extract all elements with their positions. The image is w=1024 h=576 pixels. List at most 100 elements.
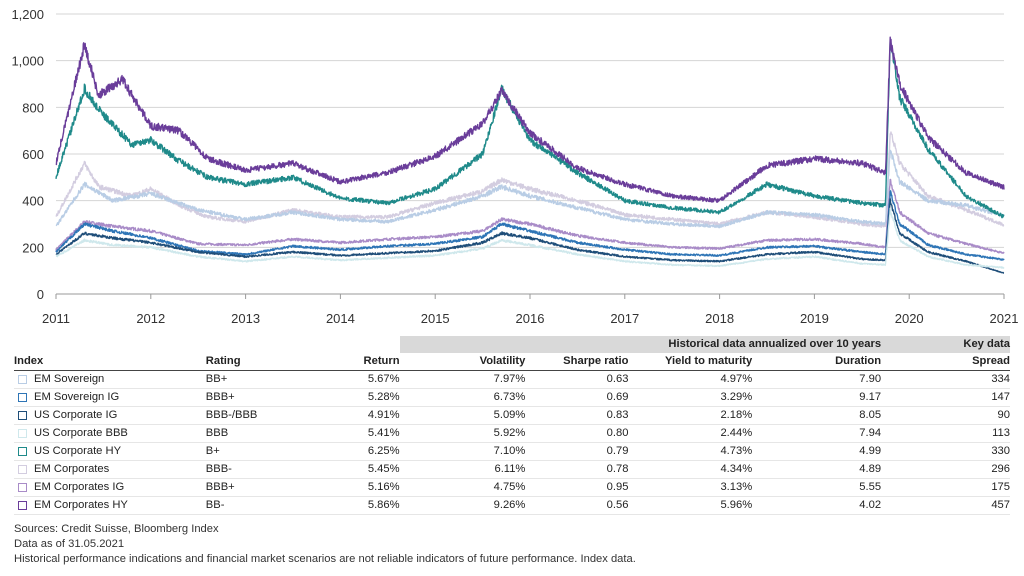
sharpe-ratio-cell: 0.95 [525, 478, 629, 497]
volatility-cell: 6.11% [399, 460, 526, 479]
y-axis: 0 200 400 600 800 1,000 1,200 [11, 7, 44, 302]
x-tick-label: 2011 [42, 311, 70, 326]
x-tick-label: 2016 [516, 311, 545, 326]
yield-to-maturity-cell: 4.97% [628, 370, 753, 389]
yield-to-maturity-cell: 3.13% [628, 478, 753, 497]
table-row: US Corporate BBB BBB 5.41% 5.92% 0.80 2.44% 7.… [14, 424, 1010, 443]
table-row: EM Sovereign BB+ 5.67% 7.97% 0.63 4.97% 7.90 33… [14, 370, 1010, 389]
legend-swatch [18, 393, 27, 402]
disclaimer-note: Historical performance indications and f… [14, 553, 636, 565]
spread-cell: 147 [881, 388, 1010, 407]
table-row: EM Corporates BBB- 5.45% 6.11% 0.78 4.34% 4.89… [14, 460, 1010, 479]
series-line [55, 198, 1005, 274]
yield-to-maturity-cell: 2.44% [628, 424, 753, 443]
sharpe-ratio-cell: 0.78 [525, 460, 629, 479]
y-tick-label: 600 [22, 147, 44, 162]
index-cell: US Corporate HY [14, 442, 206, 461]
table-body: EM Sovereign BB+ 5.67% 7.97% 0.63 4.97% 7.90 33… [14, 370, 1010, 515]
index-data-table: Historical data annualized over 10 years… [14, 336, 1010, 515]
spread-line-chart: 0 200 400 600 800 1,000 1,200 2011 2012 2013 2014… [11, 7, 1018, 326]
legend-swatch [18, 375, 27, 384]
series-line [55, 131, 1005, 228]
key-data-header: Key data [881, 336, 1010, 353]
group-header: Historical data annualized over 10 years [399, 336, 882, 353]
spread-cell: 334 [881, 370, 1010, 389]
return-cell: 5.41% [319, 424, 400, 443]
rating-cell: BBB [205, 424, 320, 443]
index-name: EM Corporates [34, 463, 110, 475]
index-name: EM Corporates IG [34, 481, 125, 493]
return-cell: 4.91% [319, 406, 400, 425]
table-row: US Corporate IG BBB-/BBB 4.91% 5.09% 0.83 2.1… [14, 406, 1010, 425]
yield-to-maturity-cell: 3.29% [628, 388, 753, 407]
index-name: US Corporate HY [34, 445, 122, 457]
legend-swatch [18, 447, 27, 456]
return-cell: 5.67% [319, 370, 400, 389]
x-axis: 2011 2012 2013 2014 2015 2016 2017 2018 2019 2020… [42, 294, 1018, 326]
spread-cell: 457 [881, 496, 1010, 515]
y-tick-label: 1,200 [11, 7, 44, 22]
duration-cell: 7.94 [752, 424, 882, 443]
return-cell: 5.86% [319, 496, 400, 515]
series-line [55, 40, 1005, 219]
series-line [55, 149, 1005, 229]
duration-cell: 5.55 [752, 478, 882, 497]
col-header-index: Index [14, 353, 206, 371]
x-tick-label: 2020 [895, 311, 924, 326]
col-header-duration: Duration [752, 353, 882, 371]
series-line [55, 36, 1005, 203]
index-name: EM Corporates HY [34, 499, 128, 511]
index-cell: EM Corporates HY [14, 496, 206, 515]
y-tick-label: 200 [22, 240, 44, 255]
sharpe-ratio-cell: 0.83 [525, 406, 629, 425]
col-header-yield-to-maturity: Yield to maturity [628, 353, 753, 371]
yield-to-maturity-cell: 4.34% [628, 460, 753, 479]
yield-to-maturity-cell: 2.18% [628, 406, 753, 425]
spread-cell: 90 [881, 406, 1010, 425]
series-line [55, 207, 1005, 269]
index-cell: EM Sovereign [14, 370, 206, 389]
yield-to-maturity-cell: 4.73% [628, 442, 753, 461]
x-tick-label: 2021 [990, 311, 1019, 326]
return-cell: 5.16% [319, 478, 400, 497]
duration-cell: 7.90 [752, 370, 882, 389]
y-tick-label: 400 [22, 194, 44, 209]
index-name: EM Sovereign [34, 373, 105, 385]
volatility-cell: 5.09% [399, 406, 526, 425]
rating-cell: BB- [205, 496, 320, 515]
data-date-note: Data as of 31.05.2021 [14, 538, 125, 550]
spread-cell: 113 [881, 424, 1010, 443]
y-tick-label: 800 [22, 100, 44, 115]
duration-cell: 4.99 [752, 442, 882, 461]
sharpe-ratio-cell: 0.79 [525, 442, 629, 461]
legend-swatch [18, 501, 27, 510]
x-tick-label: 2017 [610, 311, 639, 326]
table-group-header-row: Historical data annualized over 10 years… [14, 336, 1010, 353]
table-row: EM Corporates IG BBB+ 5.16% 4.75% 0.95 3.13% 5… [14, 478, 1010, 497]
col-header-rating: Rating [205, 353, 320, 371]
y-tick-label: 1,000 [11, 54, 44, 69]
sources-note: Sources: Credit Suisse, Bloomberg Index [14, 523, 219, 535]
x-tick-label: 2012 [136, 311, 165, 326]
rating-cell: BBB+ [205, 388, 320, 407]
legend-swatch [18, 483, 27, 492]
footer-notes: Sources: Credit Suisse, Bloomberg Index … [14, 522, 636, 567]
legend-swatch [18, 411, 27, 420]
index-cell: EM Corporates [14, 460, 206, 479]
duration-cell: 4.89 [752, 460, 882, 479]
table-row: EM Sovereign IG BBB+ 5.28% 6.73% 0.69 3.29% 9.… [14, 388, 1010, 407]
return-cell: 6.25% [319, 442, 400, 461]
duration-cell: 9.17 [752, 388, 882, 407]
x-tick-label: 2014 [326, 311, 355, 326]
sharpe-ratio-cell: 0.56 [525, 496, 629, 515]
index-name: US Corporate IG [34, 409, 118, 421]
sharpe-ratio-cell: 0.63 [525, 370, 629, 389]
index-name: EM Sovereign IG [34, 391, 120, 403]
sharpe-ratio-cell: 0.69 [525, 388, 629, 407]
legend-swatch [18, 465, 27, 474]
rating-cell: BB+ [205, 370, 320, 389]
table-column-header-row: Index Rating Return Volatility Sharpe ra… [14, 353, 1010, 371]
col-header-volatility: Volatility [399, 353, 526, 371]
volatility-cell: 7.10% [399, 442, 526, 461]
volatility-cell: 6.73% [399, 388, 526, 407]
